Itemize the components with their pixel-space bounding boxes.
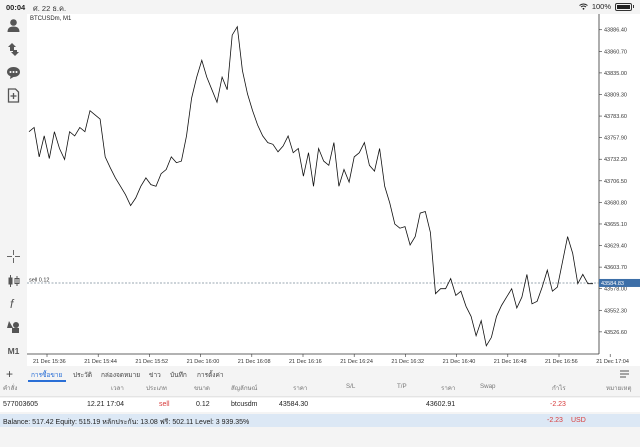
- price-tick-label: 43526.60: [604, 330, 627, 336]
- current-price-text: 43584.83: [601, 281, 624, 287]
- price-tick-label: 43757.90: [604, 136, 627, 142]
- col-volume: ขนาด: [194, 385, 210, 392]
- col-profit: กำไร: [552, 385, 566, 392]
- col-time: เวลา: [111, 385, 124, 392]
- balance-text: Balance: 517.42 Equity: 515.19 หลักประกั…: [3, 419, 250, 426]
- balance-bar: Balance: 517.42 Equity: 515.19 หลักประกั…: [0, 414, 640, 427]
- terminal-tabs: + การซื้อขาย ประวัติ กล่องจดหมาย ข่าว บั…: [0, 367, 640, 382]
- time-tick-label: 21 Dec 16:48: [494, 359, 527, 365]
- time-tick-label: 21 Dec 16:16: [289, 359, 322, 365]
- position-order: 577003605: [3, 401, 39, 408]
- price-tick-label: 43835.00: [604, 71, 627, 77]
- time-tick-label: 21 Dec 15:52: [135, 359, 168, 365]
- price-tick-label: 43783.60: [604, 114, 627, 120]
- position-price: 43602.91: [426, 401, 456, 408]
- add-icon[interactable]: +: [6, 367, 14, 381]
- price-tick-label: 43578.00: [604, 287, 627, 293]
- total-profit: -2.23: [547, 417, 563, 424]
- tab-journal[interactable]: บันทึก: [170, 372, 187, 379]
- position-volume: 0.12: [196, 401, 210, 408]
- time-tick-label: 21 Dec 16:56: [545, 359, 578, 365]
- price-line: [28, 25, 593, 347]
- objects-icon[interactable]: [5, 318, 22, 335]
- add-chart-icon[interactable]: [5, 87, 22, 104]
- left-toolbar: f M1: [0, 14, 26, 374]
- col-symbol: สัญลักษณ์: [231, 385, 258, 392]
- status-bar: 00:04 ศ. 22 ธ.ค. 100%: [0, 0, 640, 14]
- col-tp: T/P: [397, 383, 407, 390]
- price-tick-label: 43655.10: [604, 222, 627, 228]
- time-tick-label: 21 Dec 16:08: [238, 359, 271, 365]
- col-price: ราคา: [441, 385, 456, 392]
- time-tick-label: 21 Dec 16:32: [391, 359, 424, 365]
- time-tick-label: 21 Dec 16:00: [187, 359, 220, 365]
- time-tick-label: 21 Dec 16:40: [443, 359, 476, 365]
- time-tick-label: 21 Dec 15:44: [84, 359, 117, 365]
- header-divider: [0, 396, 640, 397]
- time-tick-label: 21 Dec 16:24: [340, 359, 373, 365]
- chart-symbol-label: BTCUSDm, M1: [30, 16, 72, 22]
- wifi-icon: [579, 3, 588, 10]
- price-tick-label: 43886.40: [604, 28, 627, 34]
- table-row[interactable]: 577003605 12.21 17:04 sell 0.12 btcusdm …: [0, 398, 640, 412]
- status-date: ศ. 22 ธ.ค.: [33, 4, 67, 13]
- tab-trade[interactable]: การซื้อขาย: [31, 372, 63, 379]
- status-right: 100%: [579, 2, 634, 11]
- account-icon[interactable]: [5, 17, 22, 34]
- price-axis: 43886.40 43860.70 43835.00 43809.30 43783.60…: [599, 28, 627, 336]
- tab-news[interactable]: ข่าว: [149, 372, 161, 379]
- price-tick-label: 43732.20: [604, 157, 627, 163]
- price-tick-label: 43603.70: [604, 265, 627, 271]
- tab-settings[interactable]: การตั้งค่า: [197, 372, 224, 379]
- positions-header: คำสั่ง เวลา ประเภท ขนาด สัญลักษณ์ ราคา S…: [0, 383, 640, 394]
- profit-currency: USD: [571, 417, 586, 424]
- time-tick-label: 21 Dec 15:36: [33, 359, 66, 365]
- tab-mailbox[interactable]: กล่องจดหมาย: [101, 372, 141, 379]
- price-tick-label: 43629.40: [604, 244, 627, 250]
- crosshair-icon[interactable]: [5, 248, 22, 265]
- battery-icon: [615, 2, 634, 11]
- menu-icon[interactable]: [619, 369, 630, 379]
- timeframe-label[interactable]: M1: [7, 345, 20, 356]
- empty-area: [0, 427, 640, 447]
- chart-area[interactable]: BTCUSDm, M1 43886.40 43860.70 43835.00 4380…: [27, 14, 640, 366]
- time-axis: 21 Dec 15:36 21 Dec 15:44 21 Dec 15:52 21 D…: [33, 354, 629, 365]
- chat-icon[interactable]: [5, 64, 22, 81]
- tab-history[interactable]: ประวัติ: [73, 372, 92, 379]
- price-tick-label: 43706.50: [604, 179, 627, 185]
- trade-icon[interactable]: [5, 41, 22, 58]
- col-comment: หมายเหตุ: [606, 385, 632, 392]
- price-tick-label: 43680.80: [604, 200, 627, 206]
- price-tick-label: 43552.30: [604, 308, 627, 314]
- col-type: ประเภท: [146, 385, 167, 392]
- position-symbol: btcusdm: [231, 401, 258, 408]
- chart-type-icon[interactable]: [5, 272, 22, 289]
- position-open-price: 43584.30: [279, 401, 309, 408]
- position-time: 12.21 17:04: [87, 401, 124, 408]
- active-tab-indicator: [28, 380, 66, 382]
- col-swap: Swap: [480, 383, 496, 390]
- status-time: 00:04: [6, 3, 26, 12]
- current-price-tag: [599, 278, 640, 287]
- price-chart[interactable]: 43886.40 43860.70 43835.00 43809.30 43783.60…: [27, 14, 640, 366]
- position-type: sell: [159, 401, 170, 408]
- sell-level-label: sell 0.12: [29, 277, 50, 283]
- col-sl: S/L: [346, 383, 356, 390]
- position-profit: -2.23: [550, 401, 566, 408]
- indicator-icon[interactable]: f: [5, 295, 22, 312]
- svg-text:f: f: [10, 297, 15, 311]
- battery-percent: 100%: [591, 2, 611, 11]
- col-order: คำสั่ง: [3, 385, 18, 392]
- time-tick-label: 21 Dec 17:04: [596, 359, 629, 365]
- price-tick-label: 43860.70: [604, 49, 627, 55]
- col-open-price: ราคา: [293, 385, 308, 392]
- price-tick-label: 43809.30: [604, 92, 627, 98]
